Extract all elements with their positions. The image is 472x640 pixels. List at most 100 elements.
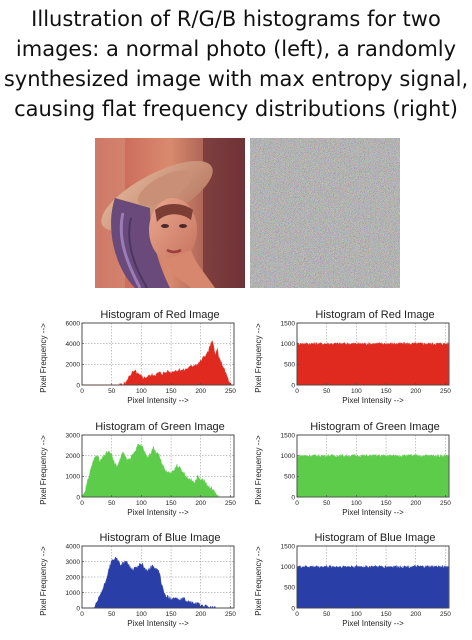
y-tick-label: 4000 (66, 341, 81, 348)
caption-line-2: images: a normal photo (left), a randoml… (15, 37, 457, 61)
y-tick-label: 3000 (66, 432, 81, 439)
plot-frame (296, 434, 450, 498)
chart-title: Histogram of Green Image (310, 421, 440, 433)
x-axis-label: Pixel Intensity --> (127, 508, 189, 517)
x-tick-label: 0 (295, 611, 299, 618)
x-tick-label: 150 (166, 611, 177, 618)
y-tick-label: 4000 (66, 543, 81, 550)
plot-frame (296, 545, 450, 609)
x-tick-label: 200 (195, 611, 206, 618)
noise-illustration (250, 138, 400, 288)
y-tick-label: 500 (284, 362, 295, 369)
y-tick-label: 1500 (281, 432, 296, 439)
x-tick-label: 250 (225, 500, 236, 507)
x-tick-label: 0 (295, 388, 299, 395)
caption-line-1: Illustration of R/G/B histograms for two (31, 7, 441, 31)
histogram-blue-random: Histogram of Blue Image 0 50 100 150 200 250 0 5… (254, 532, 451, 628)
y-axis-label: Pixel Frequency --> (254, 323, 263, 393)
y-tick-label: 0 (291, 382, 295, 389)
x-tick-label: 250 (225, 388, 236, 395)
plot-frame (81, 434, 235, 498)
x-tick-label: 100 (136, 500, 147, 507)
x-tick-label: 50 (108, 388, 116, 395)
histogram-green-random: Histogram of Green Image 0 50 100 150 200 250 0… (254, 421, 451, 517)
y-tick-label: 0 (76, 382, 80, 389)
x-tick-label: 50 (323, 611, 331, 618)
y-tick-label: 0 (76, 605, 80, 612)
y-tick-label: 1000 (281, 453, 296, 460)
caption-line-3: synthesized image with max entropy signa… (3, 67, 469, 91)
caption-line-4: causing flat frequency distributions (ri… (14, 97, 458, 121)
x-tick-label: 200 (195, 388, 206, 395)
x-tick-label: 0 (80, 388, 84, 395)
x-tick-label: 150 (381, 611, 392, 618)
photo-illustration (95, 138, 245, 288)
x-tick-label: 100 (136, 388, 147, 395)
chart-title: Histogram of Blue Image (99, 532, 220, 544)
x-tick-label: 100 (351, 611, 362, 618)
x-tick-label: 50 (323, 500, 331, 507)
plot-frame (81, 322, 235, 386)
x-tick-label: 250 (440, 611, 451, 618)
y-tick-label: 1500 (281, 543, 296, 550)
y-tick-label: 1000 (66, 590, 81, 597)
x-tick-label: 50 (323, 388, 331, 395)
x-tick-label: 250 (225, 611, 236, 618)
y-tick-label: 0 (291, 494, 295, 501)
x-tick-label: 200 (410, 611, 421, 618)
x-axis-label: Pixel Intensity --> (342, 508, 404, 517)
chart-title: Histogram of Red Image (315, 309, 434, 321)
x-tick-label: 0 (80, 500, 84, 507)
y-tick-label: 1000 (281, 341, 296, 348)
x-axis-label: Pixel Intensity --> (127, 396, 189, 405)
histogram-area (82, 557, 216, 609)
x-tick-label: 100 (136, 611, 147, 618)
x-tick-label: 100 (351, 500, 362, 507)
x-tick-label: 50 (108, 500, 116, 507)
x-tick-label: 50 (108, 611, 116, 618)
y-axis-label: Pixel Frequency --> (254, 546, 263, 616)
histogram-area (81, 443, 219, 498)
random-noise-image (250, 138, 400, 288)
y-tick-label: 2000 (66, 453, 81, 460)
x-tick-label: 150 (381, 500, 392, 507)
histogram-blue-normal: Histogram of Blue Image 0 50 100 150 200 250 0 1… (39, 532, 236, 628)
x-tick-label: 150 (381, 388, 392, 395)
histogram-red-random: Histogram of Red Image 0 50 100 150 200 250 0 50… (254, 309, 451, 405)
y-tick-label: 1000 (281, 564, 296, 571)
y-tick-label: 0 (76, 494, 80, 501)
y-axis-label: Pixel Frequency --> (254, 435, 263, 505)
histogram-area (296, 341, 449, 386)
plot-frame (296, 322, 450, 386)
x-tick-label: 200 (410, 500, 421, 507)
y-axis-label: Pixel Frequency --> (39, 323, 48, 393)
x-tick-label: 100 (351, 388, 362, 395)
x-tick-label: 0 (295, 500, 299, 507)
histogram-green-normal: Histogram of Green Image 0 50 100 150 200 250 0… (39, 421, 236, 517)
figure-caption: Illustration of R/G/B histograms for two… (0, 4, 472, 124)
x-tick-label: 0 (80, 611, 84, 618)
x-tick-label: 150 (166, 388, 177, 395)
y-tick-label: 2000 (66, 362, 81, 369)
y-tick-label: 0 (291, 605, 295, 612)
x-tick-label: 150 (166, 500, 177, 507)
y-tick-label: 2000 (66, 574, 81, 581)
x-tick-label: 250 (440, 388, 451, 395)
x-tick-label: 200 (195, 500, 206, 507)
y-tick-label: 1000 (66, 474, 81, 481)
y-tick-label: 500 (284, 585, 295, 592)
chart-title: Histogram of Blue Image (314, 532, 435, 544)
normal-photo-image (95, 138, 245, 288)
x-axis-label: Pixel Intensity --> (342, 619, 404, 628)
histogram-area (296, 564, 449, 609)
chart-title: Histogram of Red Image (100, 309, 219, 321)
y-tick-label: 6000 (66, 320, 81, 327)
histogram-area (296, 453, 449, 498)
histogram-red-normal: Histogram of Red Image 0 50 100 150 200 250 0 20… (39, 309, 236, 405)
chart-title: Histogram of Green Image (95, 421, 225, 433)
y-axis-label: Pixel Frequency --> (39, 435, 48, 505)
y-tick-label: 1500 (281, 320, 296, 327)
x-axis-label: Pixel Intensity --> (127, 619, 189, 628)
y-axis-label: Pixel Frequency --> (39, 546, 48, 616)
x-tick-label: 250 (440, 500, 451, 507)
